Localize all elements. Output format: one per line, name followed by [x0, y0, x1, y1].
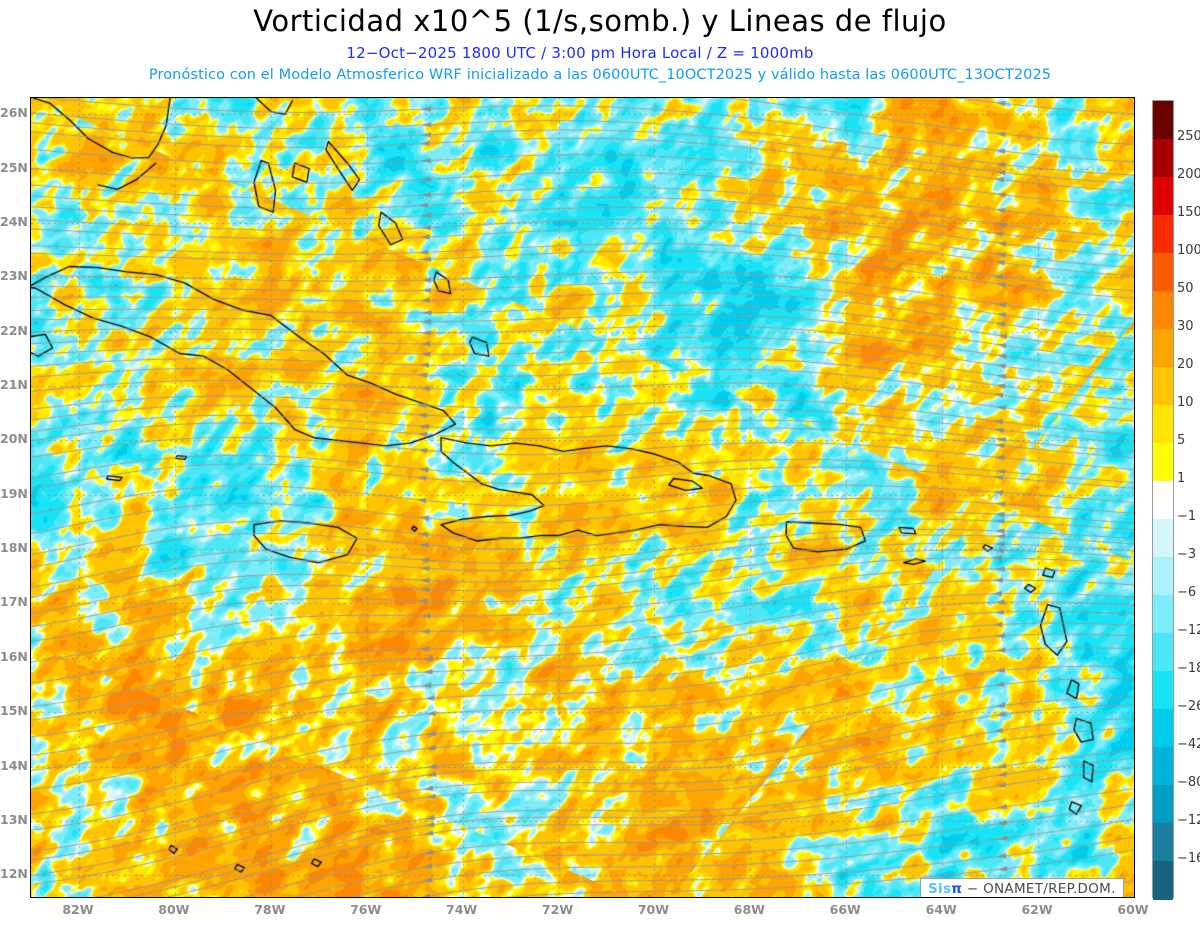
x-tick-label: 80W: [158, 902, 190, 917]
colorbar-band: [1153, 443, 1173, 482]
y-tick-label: 24N: [0, 214, 28, 229]
colorbar-tick-label: 30: [1177, 319, 1194, 334]
x-tick-label: 78W: [254, 902, 286, 917]
x-tick-label: 64W: [925, 902, 957, 917]
x-tick-label: 74W: [446, 902, 478, 917]
colorbar-tick-label: 5: [1177, 433, 1186, 448]
y-tick-label: 23N: [0, 268, 28, 284]
x-tick-label: 76W: [350, 902, 382, 917]
colorbar-band: [1153, 101, 1173, 140]
colorbar-band: [1153, 557, 1173, 596]
y-tick-label: 12N: [0, 866, 28, 882]
colorbar-band: [1153, 785, 1173, 824]
credit-separator: −: [962, 881, 984, 897]
colorbar-tick-label: −18: [1177, 661, 1200, 676]
subtitle-model-info: Pronóstico con el Modelo Atmosferico WRF…: [148, 67, 1052, 83]
map-plot-area[interactable]: Sisπ − ONAMET/REP.DOM.: [30, 97, 1135, 898]
credit-badge: Sisπ − ONAMET/REP.DOM.: [920, 878, 1124, 897]
colorbar-tick-label: 100: [1177, 243, 1200, 258]
colorbar-band: [1153, 481, 1173, 520]
y-tick-label: 20N: [0, 431, 28, 447]
y-tick-label: 21N: [0, 377, 28, 393]
x-tick-label: 82W: [62, 902, 94, 917]
x-tick-label: 68W: [733, 902, 765, 917]
colorbar-band: [1153, 367, 1173, 406]
gridlines-canvas: [31, 98, 1134, 897]
colorbar-tick-label: −12: [1177, 623, 1200, 638]
colorbar-band: [1153, 405, 1173, 444]
colorbar-tick-label: 20: [1177, 357, 1194, 372]
colorbar-tick-label: −120: [1177, 813, 1200, 828]
colorbar-tick-label: −42: [1177, 737, 1200, 752]
colorbar-tick-label: −26: [1177, 699, 1200, 714]
subtitle-valid-time: 12−Oct−2025 1800 UTC / 3:00 pm Hora Loca…: [346, 44, 814, 62]
colorbar-band: [1153, 139, 1173, 178]
colorbar-tick-label: 150: [1177, 205, 1200, 220]
colorbar-tick-label: −3: [1177, 547, 1197, 562]
colorbar-band: [1153, 595, 1173, 634]
colorbar-band: [1153, 861, 1173, 900]
y-tick-label: 16N: [0, 648, 28, 664]
colorbar-tick-label: −6: [1177, 585, 1197, 600]
sispi-logo-sis: Sis: [928, 881, 952, 897]
colorbar-band: [1153, 823, 1173, 862]
colorbar-tick-label: −1: [1177, 509, 1197, 524]
colorbar-band: [1153, 177, 1173, 216]
y-tick-label: 22N: [0, 322, 28, 338]
x-tick-label: 72W: [541, 902, 574, 917]
y-tick-label: 26N: [0, 105, 28, 121]
colorbar-tick-label: −80: [1177, 775, 1200, 790]
page-title: Vorticidad x10^5 (1/s,somb.) y Lineas de…: [253, 4, 947, 38]
credit-organization: ONAMET/REP.DOM.: [983, 881, 1116, 897]
colorbar-tick-label: −160: [1177, 851, 1200, 866]
y-tick-label: 17N: [0, 594, 28, 610]
colorbar-band: [1153, 633, 1173, 672]
y-tick-label: 19N: [0, 485, 28, 501]
x-tick-label: 66W: [829, 902, 861, 917]
y-tick-label: 25N: [0, 159, 28, 175]
colorbar-tick-label: 250: [1177, 129, 1200, 144]
colorbar-tick-label: 1: [1177, 471, 1186, 486]
colorbar-band: [1153, 747, 1173, 786]
y-tick-label: 13N: [0, 811, 28, 827]
colorbar-tick-label: 50: [1177, 281, 1194, 296]
colorbar-band: [1153, 709, 1173, 748]
y-tick-label: 15N: [0, 703, 28, 719]
colorbar-band: [1153, 253, 1173, 292]
colorbar[interactable]: [1152, 100, 1174, 900]
colorbar-band: [1153, 329, 1173, 368]
x-tick-label: 60W: [1117, 902, 1149, 917]
colorbar-band: [1153, 291, 1173, 330]
colorbar-band: [1153, 671, 1173, 710]
colorbar-tick-label: 10: [1177, 395, 1194, 410]
colorbar-band: [1153, 519, 1173, 558]
x-tick-label: 70W: [637, 902, 670, 917]
colorbar-band: [1153, 215, 1173, 254]
sispi-logo-pi: π: [951, 881, 963, 897]
x-tick-label: 62W: [1021, 902, 1053, 917]
y-tick-label: 14N: [0, 757, 28, 773]
y-tick-label: 18N: [0, 540, 28, 556]
colorbar-tick-label: 200: [1177, 167, 1200, 182]
